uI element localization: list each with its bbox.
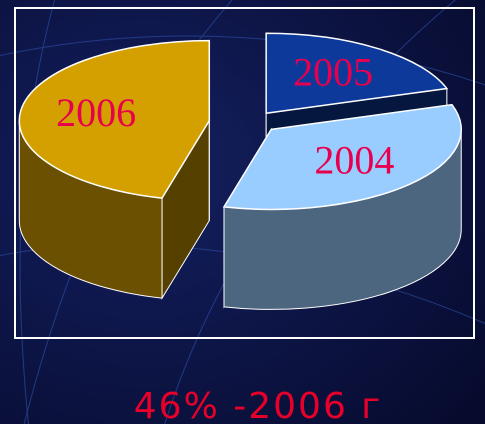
slice <box>222 103 462 211</box>
slice-label: 2006 <box>56 90 136 135</box>
slice-label: 2005 <box>293 50 373 95</box>
slice-tops <box>18 32 462 211</box>
pie: 2005 2004 2006 <box>18 32 462 310</box>
caption: 46% -2006 г <box>134 386 382 424</box>
plot-frame <box>14 7 475 339</box>
slice <box>265 32 449 115</box>
slice-label: 2004 <box>314 137 394 182</box>
slice <box>18 39 211 199</box>
